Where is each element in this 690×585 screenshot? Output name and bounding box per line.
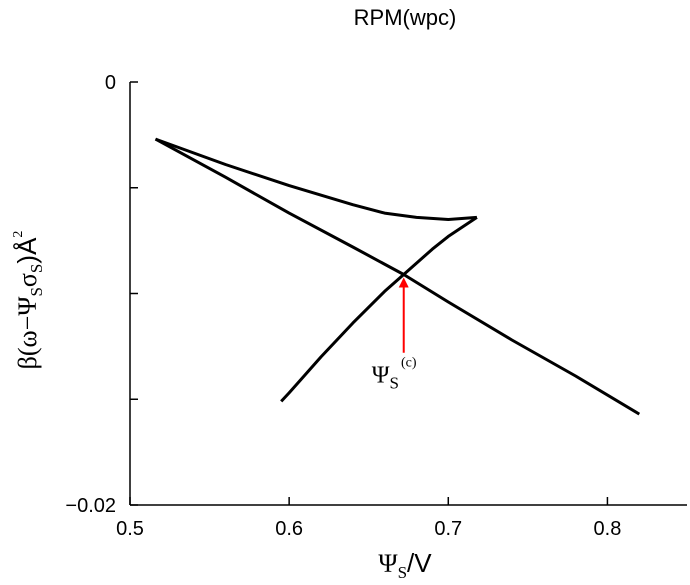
series-line-2: [154, 137, 478, 221]
y-label-pre: β(ω−Ψ: [13, 296, 42, 370]
annotation-label: ΨS(c): [372, 355, 417, 392]
y-label-post: )Å: [12, 237, 42, 264]
y-tick-label: 0: [105, 72, 116, 94]
annotation: ΨS(c): [372, 277, 417, 392]
y-tick-label: −0.02: [65, 495, 116, 517]
annotation-sup: (c): [401, 355, 417, 370]
x-tick-label: 0.7: [434, 518, 462, 540]
y-label-sub2: S: [27, 264, 46, 273]
y-label-sub1: S: [27, 287, 46, 296]
plot-frame: [129, 82, 687, 506]
annotation-sub: S: [390, 373, 399, 392]
x-label-tail: /V: [407, 548, 432, 578]
x-label-sub: S: [398, 563, 407, 582]
annotation-main: Ψ: [372, 362, 390, 388]
x-tick-label: 0.8: [594, 518, 622, 540]
y-label-sup: 2: [11, 231, 26, 238]
x-tick-label: 0.5: [116, 518, 144, 540]
x-axis-ticks: 0.5 0.6 0.7 0.8: [116, 497, 621, 540]
series-line-3: [280, 216, 478, 403]
x-axis-label: ΨS/V: [378, 548, 432, 582]
chart-title: RPM(wpc): [354, 5, 457, 30]
y-axis-ticks: −0.02 0: [65, 72, 138, 517]
y-label-mid: σ: [13, 273, 42, 287]
y-axis-label: β(ω−ΨSσS)Å2: [11, 231, 46, 370]
x-tick-label: 0.6: [275, 518, 303, 540]
series-lines: [154, 137, 641, 416]
x-label-main: Ψ: [378, 549, 398, 578]
